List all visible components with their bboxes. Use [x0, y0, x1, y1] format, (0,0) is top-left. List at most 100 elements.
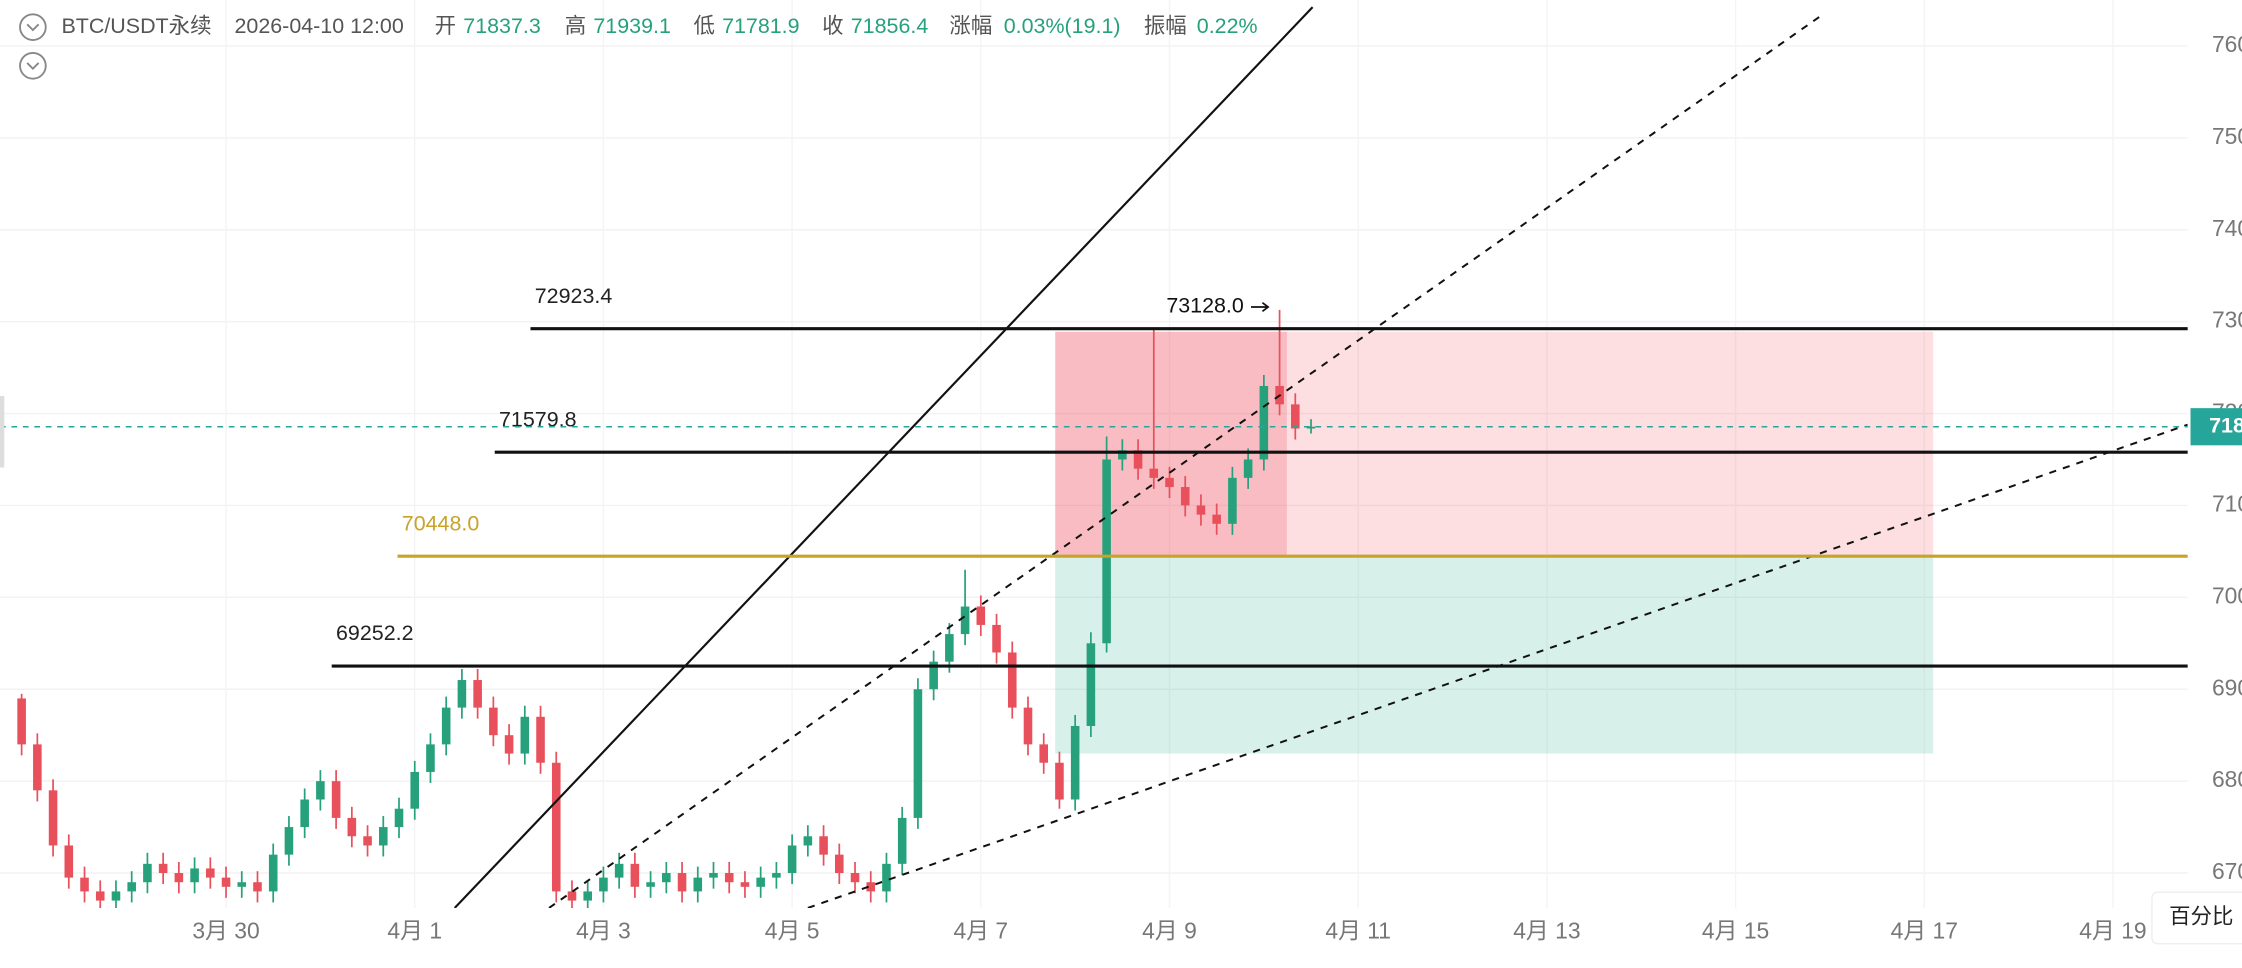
y-tick-label: 74000: [2212, 215, 2242, 241]
candle-body: [677, 873, 687, 892]
candle-body: [992, 624, 1001, 653]
candle-body: [740, 882, 750, 887]
candle-body: [1133, 450, 1143, 469]
candle-body: [64, 845, 74, 878]
collapse-icon[interactable]: [19, 13, 47, 41]
channel-line: [548, 13, 1824, 908]
trend-line: [453, 6, 1314, 908]
candle-body: [111, 891, 121, 901]
candle-body: [190, 868, 199, 883]
price-level-label: 70448.0: [402, 511, 480, 535]
candle-body: [945, 634, 954, 662]
button-label[interactable]: 百分比: [2169, 905, 2233, 929]
candle-body: [95, 891, 105, 901]
levels: 72923.4 71579.8 70448.0 69252.2: [331, 284, 2188, 668]
candle-body: [1228, 477, 1237, 524]
candle-body: [300, 799, 309, 828]
annotation-arrow: [1250, 302, 1270, 312]
candle-body: [473, 680, 482, 708]
high-value: 71939.1: [593, 14, 671, 38]
candle-body: [1196, 505, 1206, 515]
candle-body: [709, 873, 718, 878]
candle-body: [426, 744, 435, 772]
candle-body: [17, 698, 26, 745]
x-tick-label: 4月 11: [1325, 917, 1391, 943]
y-tick-label: 68000: [2212, 766, 2242, 792]
amplitude-label: 振幅: [1144, 14, 1187, 38]
candle-body: [394, 808, 404, 828]
candle-body: [268, 854, 278, 892]
position-tool: [1055, 331, 1934, 754]
candle-body: [316, 781, 325, 800]
candle-body: [331, 781, 341, 818]
candle-body: [504, 735, 514, 754]
candle-body: [347, 817, 357, 837]
candle-body: [772, 873, 781, 878]
candle-body: [237, 882, 247, 887]
symbol: BTC/USDT永续: [61, 14, 211, 38]
expand-icon[interactable]: [19, 51, 47, 80]
candle-body: [441, 707, 451, 745]
candle-body: [662, 873, 671, 883]
candle-body: [819, 836, 828, 855]
candle-body: [1259, 385, 1269, 460]
candle-body: [457, 680, 467, 708]
header: BTC/USDT永续 2026-04-10 12:00 开 71837.3 高 …: [19, 13, 1258, 80]
x-tick-label: 4月 15: [1702, 917, 1769, 943]
y-tick-label: 73000: [2212, 307, 2242, 333]
candle-body: [536, 716, 545, 763]
price-level-label: 69252.2: [336, 621, 414, 645]
candle-body: [787, 845, 797, 874]
low-label: 低: [693, 14, 714, 38]
candle-body: [897, 817, 907, 864]
chevron: [26, 23, 40, 32]
candle-body: [1291, 404, 1300, 429]
percent-button[interactable]: 百分比: [2151, 891, 2242, 945]
candle-body: [693, 877, 703, 892]
candle-body: [489, 707, 498, 736]
candle-body: [1243, 459, 1253, 478]
candle-body: [80, 877, 89, 892]
price-level-label: 72923.4: [535, 284, 613, 308]
overlay: 71856.4 73128.0: [0, 294, 2242, 446]
candle-body: [127, 882, 136, 892]
candle-body: [913, 689, 923, 818]
x-tick-label: 3月 30: [192, 917, 259, 943]
y-tick-label: 70000: [2212, 582, 2242, 608]
high-label: 高: [565, 14, 586, 38]
candle-body: [206, 868, 215, 878]
candle-body: [1055, 762, 1064, 800]
open-label: 开: [435, 14, 456, 38]
button-bg[interactable]: [2151, 891, 2242, 945]
candles: [17, 309, 1316, 908]
candle-body: [1102, 459, 1111, 644]
candle-body: [551, 762, 561, 892]
candle-body: [630, 863, 640, 887]
x-tick-label: 4月 1: [387, 917, 442, 943]
candle-body: [520, 716, 530, 754]
candle-body: [1118, 450, 1127, 460]
candle-body: [410, 771, 420, 809]
candle-body: [143, 863, 152, 883]
price-level-label: 71579.8: [499, 407, 577, 431]
candle-body: [882, 863, 891, 892]
candle-body: [803, 836, 813, 846]
x-tick-label: 4月 19: [2079, 917, 2146, 943]
candle-body: [174, 873, 184, 883]
candle-body: [614, 863, 624, 878]
candle-body: [835, 854, 844, 874]
chevron: [26, 62, 40, 70]
candle-body: [960, 606, 970, 635]
candle-body: [599, 877, 608, 892]
candle-body: [646, 882, 655, 887]
candle-body: [363, 836, 372, 846]
x-tick-label: 4月 5: [765, 917, 820, 943]
close-label: 收: [822, 14, 843, 38]
x-tick-label: 4月 13: [1513, 917, 1580, 943]
candle-body: [33, 744, 42, 791]
candle-body: [1039, 744, 1049, 763]
candle-body: [1180, 487, 1190, 506]
candle-body: [1070, 725, 1080, 800]
